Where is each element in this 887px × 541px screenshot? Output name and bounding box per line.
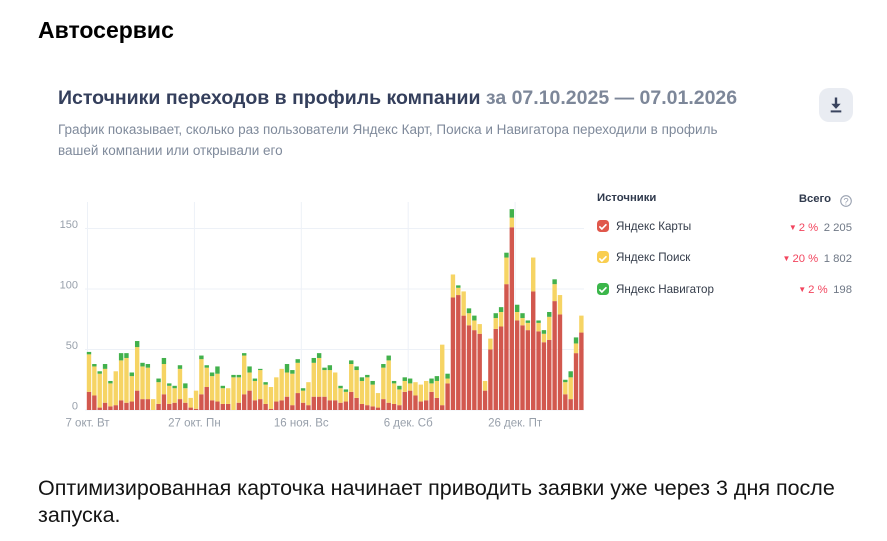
svg-text:16 ноя. Вс: 16 ноя. Вс [274,418,329,430]
svg-text:?: ? [843,196,848,207]
svg-text:0: 0 [72,401,78,413]
svg-text:6 дек. Сб: 6 дек. Сб [384,418,433,430]
svg-text:26 дек. Пт: 26 дек. Пт [488,418,543,430]
svg-text:150: 150 [60,219,78,231]
svg-text:27 окт. Пн: 27 окт. Пн [168,418,221,430]
svg-text:100: 100 [60,280,78,292]
svg-text:50: 50 [66,340,78,352]
svg-text:7 окт. Вт: 7 окт. Вт [65,418,110,430]
